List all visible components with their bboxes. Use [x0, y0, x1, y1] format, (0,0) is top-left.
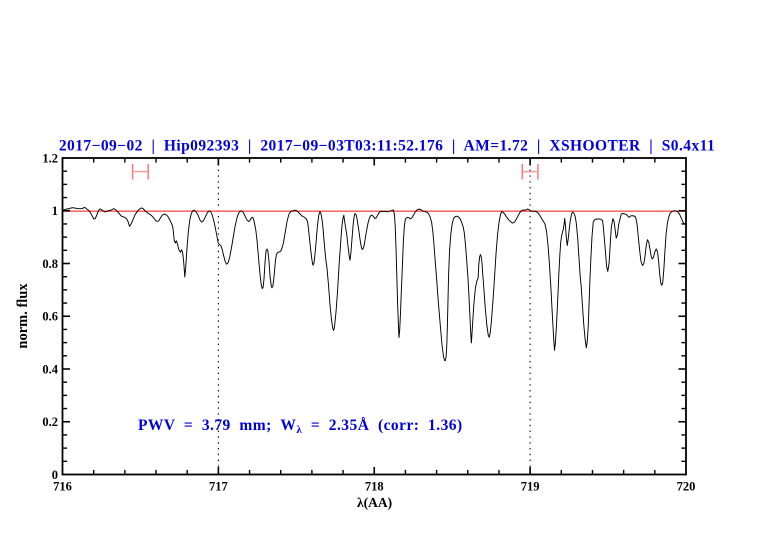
svg-text:PWV = 3.79 mm; Wλ = 2.35: PWV = 3.79 mm; Wλ = 2.35Å (corr: 1.36) [138, 417, 463, 436]
svg-text:norm. flux: norm. flux [15, 283, 31, 349]
svg-text:λ(AA): λ(AA) [357, 495, 392, 510]
svg-text:716: 716 [53, 480, 72, 494]
svg-text:718: 718 [365, 480, 384, 494]
svg-text:720: 720 [677, 480, 696, 494]
svg-text:2017−09−02 | Hip092393 | 2: 2017−09−02 | Hip092393 | 2017−09−03T03:1… [59, 138, 715, 155]
svg-text:1: 1 [52, 204, 58, 218]
svg-text:1.2: 1.2 [42, 151, 58, 165]
svg-text:0.8: 0.8 [42, 257, 58, 271]
svg-text:0.6: 0.6 [42, 310, 58, 324]
svg-text:719: 719 [521, 480, 540, 494]
svg-text:717: 717 [209, 480, 228, 494]
svg-text:0.4: 0.4 [42, 362, 58, 376]
svg-text:0: 0 [52, 468, 58, 482]
svg-text:0.2: 0.2 [42, 415, 58, 429]
